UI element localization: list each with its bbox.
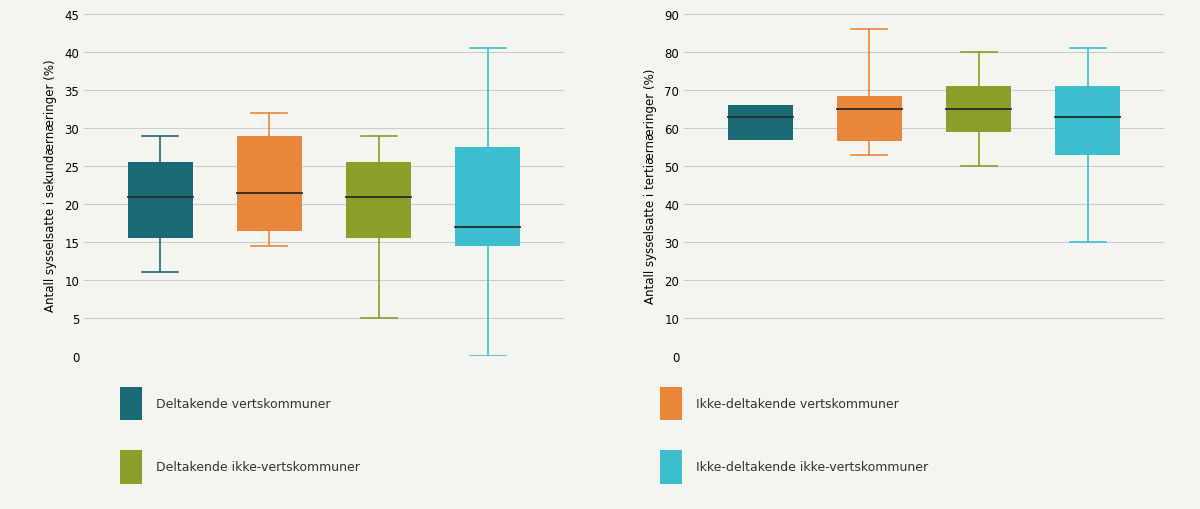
Bar xyxy=(946,87,1012,133)
Bar xyxy=(727,106,793,140)
Text: Ikke-deltakende vertskommuner: Ikke-deltakende vertskommuner xyxy=(696,397,899,410)
Bar xyxy=(1055,87,1121,155)
Y-axis label: Antall sysselsatte i sekundærnæringer (%): Antall sysselsatte i sekundærnæringer (%… xyxy=(44,60,58,312)
Y-axis label: Antall sysselsatte i tertiærnæringer (%): Antall sysselsatte i tertiærnæringer (%) xyxy=(644,68,658,303)
Text: Ikke-deltakende ikke-vertskommuner: Ikke-deltakende ikke-vertskommuner xyxy=(696,461,928,473)
Bar xyxy=(346,163,412,239)
Text: Deltakende ikke-vertskommuner: Deltakende ikke-vertskommuner xyxy=(156,461,360,473)
Bar xyxy=(455,148,521,246)
Text: Deltakende vertskommuner: Deltakende vertskommuner xyxy=(156,397,330,410)
Bar xyxy=(836,97,902,142)
Bar xyxy=(127,163,193,239)
Bar xyxy=(236,136,302,231)
